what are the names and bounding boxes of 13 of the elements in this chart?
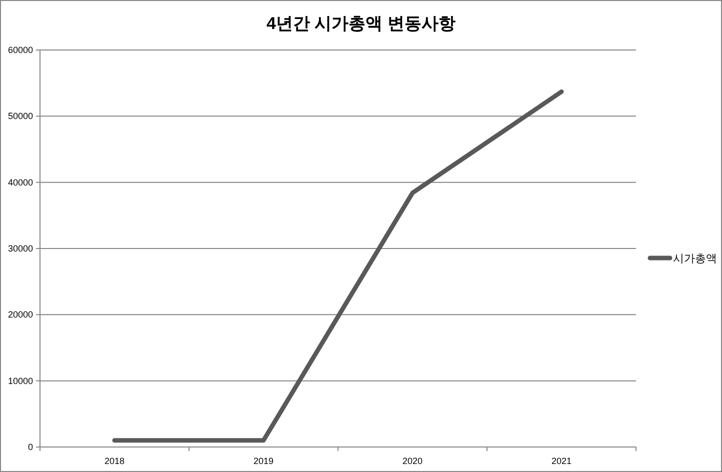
y-tick-label: 50000 — [8, 111, 33, 122]
x-tick-label: 2021 — [551, 456, 572, 466]
x-tick-label: 2020 — [402, 456, 423, 466]
y-tick-label: 60000 — [8, 45, 33, 55]
y-tick-label: 30000 — [8, 244, 33, 254]
y-tick-label: 20000 — [8, 310, 33, 320]
legend-label: 시가총액 — [673, 253, 717, 265]
x-tick-label: 2018 — [104, 456, 125, 466]
x-tick-label: 2019 — [253, 456, 274, 466]
y-tick-label: 40000 — [8, 177, 33, 188]
chart-title: 4년간 시가총액 변동사항 — [266, 14, 456, 33]
y-tick-label: 0 — [28, 442, 33, 452]
y-tick-label: 10000 — [8, 376, 33, 386]
